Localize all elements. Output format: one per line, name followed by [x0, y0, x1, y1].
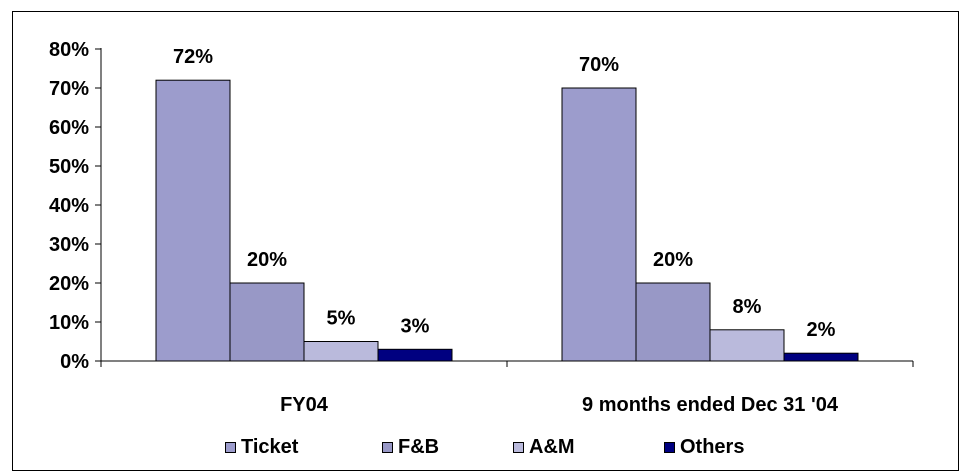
- legend-swatch-am: [513, 442, 524, 453]
- bar-f-b-fy04: [229, 282, 305, 362]
- y-tick-label-50: 50%: [49, 156, 89, 178]
- bar-ticket-fy04: [155, 79, 231, 362]
- legend-item-others: Others: [664, 436, 744, 459]
- legend-item-fb: F&B: [382, 436, 439, 459]
- x-tick-label-9-months-ended-dec-31-04: 9 months ended Dec 31 '04: [582, 394, 839, 416]
- y-tick-label-10: 10%: [49, 312, 89, 334]
- y-tick-label-70: 70%: [49, 78, 89, 100]
- legend-swatch-others: [664, 442, 675, 453]
- y-tick-label-0: 0%: [60, 351, 89, 373]
- legend-label-fb: F&B: [398, 436, 440, 458]
- data-label-f-b-9-months-ended-dec-31-04: 20%: [653, 249, 693, 271]
- data-label-others-9-months-ended-dec-31-04: 2%: [807, 319, 836, 341]
- y-tick-label-40: 40%: [49, 195, 89, 217]
- bar-a-m-fy04: [303, 341, 379, 362]
- data-label-f-b-fy04: 20%: [247, 249, 287, 271]
- legend-label-am: A&M: [529, 436, 575, 458]
- bar-others-fy04: [377, 348, 453, 362]
- legend-label-ticket: Ticket: [241, 436, 299, 458]
- legend-swatch-ticket: [225, 442, 236, 453]
- bar-ticket-9-months-ended-dec-31-04: [561, 87, 637, 362]
- y-tick-label-80: 80%: [49, 39, 89, 61]
- data-label-a-m-fy04: 5%: [327, 308, 356, 330]
- legend-item-am: A&M: [513, 436, 575, 459]
- chart-legend: Ticket F&B A&M Others: [0, 436, 962, 462]
- legend-swatch-fb: [382, 442, 393, 453]
- legend-label-others: Others: [680, 436, 745, 458]
- y-tick-label-30: 30%: [49, 234, 89, 256]
- legend-item-ticket: Ticket: [225, 436, 298, 459]
- y-tick-label-20: 20%: [49, 273, 89, 295]
- data-label-ticket-9-months-ended-dec-31-04: 70%: [579, 54, 619, 76]
- data-label-others-fy04: 3%: [401, 315, 430, 337]
- x-tick-label-fy04: FY04: [280, 394, 329, 416]
- chart-plot: 0% 10% 20% 30% 40% 50% 60% 70% 80% 72% 20% 5% 3% FY04…: [49, 39, 914, 416]
- data-label-a-m-9-months-ended-dec-31-04: 8%: [733, 296, 762, 318]
- y-tick-label-60: 60%: [49, 117, 89, 139]
- bar-others-9-months-ended-dec-31-04: [783, 352, 859, 362]
- data-label-ticket-fy04: 72%: [173, 46, 213, 68]
- bar-a-m-9-months-ended-dec-31-04: [709, 329, 785, 362]
- bar-f-b-9-months-ended-dec-31-04: [635, 282, 711, 362]
